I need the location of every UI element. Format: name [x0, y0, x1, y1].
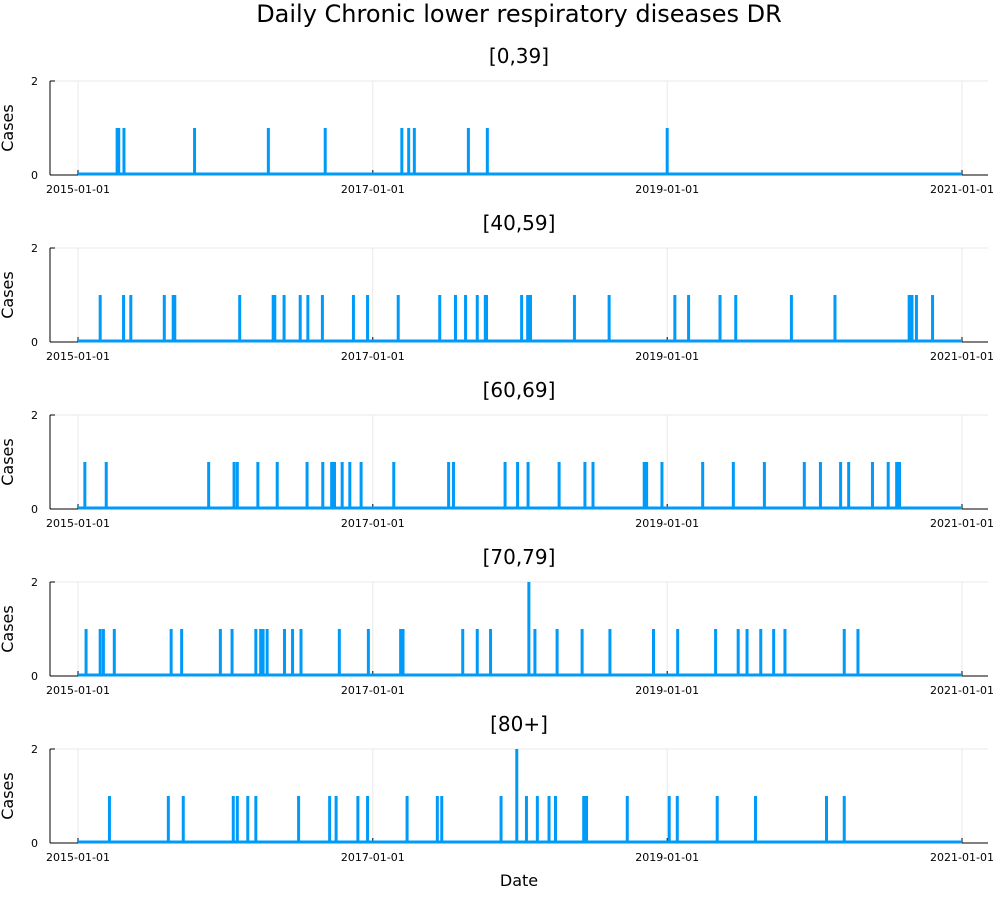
y-tick-label: 0	[31, 670, 38, 683]
panel-title: [0,39]	[489, 44, 549, 68]
y-tick-label: 0	[31, 169, 38, 182]
x-tick-label: 2021-01-01	[930, 350, 994, 363]
x-tick-label: 2019-01-01	[635, 684, 699, 697]
x-tick-label: 2019-01-01	[635, 517, 699, 530]
panel-title: [70,79]	[483, 545, 556, 569]
x-tick-label: 2015-01-01	[46, 851, 110, 864]
panel-title: [60,69]	[483, 378, 556, 402]
y-axis-label: Cases	[0, 438, 17, 486]
x-tick-label: 2021-01-01	[930, 684, 994, 697]
x-tick-label: 2019-01-01	[635, 183, 699, 196]
y-tick-label: 0	[31, 837, 38, 850]
x-axis-label: Date	[500, 871, 538, 890]
y-tick-label: 0	[31, 503, 38, 516]
x-tick-label: 2015-01-01	[46, 684, 110, 697]
panel: [80+] Cases 0 2 2015-01-01 2017-01-01 2019-01-…	[0, 712, 994, 864]
y-axis-label: Cases	[0, 772, 17, 820]
x-tick-label: 2015-01-01	[46, 350, 110, 363]
panel: [60,69] Cases 0 2 2015-01-01 2017-01-01 2019-0…	[0, 378, 994, 530]
x-tick-label: 2017-01-01	[341, 684, 405, 697]
panel-title: [40,59]	[483, 211, 556, 235]
y-tick-label: 2	[31, 75, 38, 88]
x-tick-label: 2021-01-01	[930, 183, 994, 196]
x-tick-label: 2017-01-01	[341, 851, 405, 864]
x-tick-label: 2017-01-01	[341, 350, 405, 363]
x-tick-label: 2015-01-01	[46, 183, 110, 196]
y-axis-label: Cases	[0, 271, 17, 319]
x-tick-label: 2019-01-01	[635, 350, 699, 363]
panel: [40,59] Cases 0 2 2015-01-01 2017-01-01 2019-0…	[0, 211, 994, 363]
y-tick-label: 0	[31, 336, 38, 349]
x-tick-label: 2015-01-01	[46, 517, 110, 530]
y-axis-label: Cases	[0, 104, 17, 152]
panels-group: [0,39] Cases 0 2 2015-01-01 2017-01-01 2019-01…	[0, 44, 994, 864]
y-tick-label: 2	[31, 576, 38, 589]
x-tick-label: 2019-01-01	[635, 851, 699, 864]
panel-title: [80+]	[490, 712, 548, 736]
x-tick-label: 2017-01-01	[341, 517, 405, 530]
y-tick-label: 2	[31, 242, 38, 255]
y-tick-label: 2	[31, 409, 38, 422]
y-axis-label: Cases	[0, 605, 17, 653]
y-tick-label: 2	[31, 743, 38, 756]
chart-title: Daily Chronic lower respiratory diseases…	[256, 0, 782, 28]
x-tick-label: 2021-01-01	[930, 517, 994, 530]
x-tick-label: 2021-01-01	[930, 851, 994, 864]
x-tick-label: 2017-01-01	[341, 183, 405, 196]
panel: [70,79] Cases 0 2 2015-01-01 2017-01-01 2019-0…	[0, 545, 994, 697]
panel: [0,39] Cases 0 2 2015-01-01 2017-01-01 2019-01…	[0, 44, 994, 196]
